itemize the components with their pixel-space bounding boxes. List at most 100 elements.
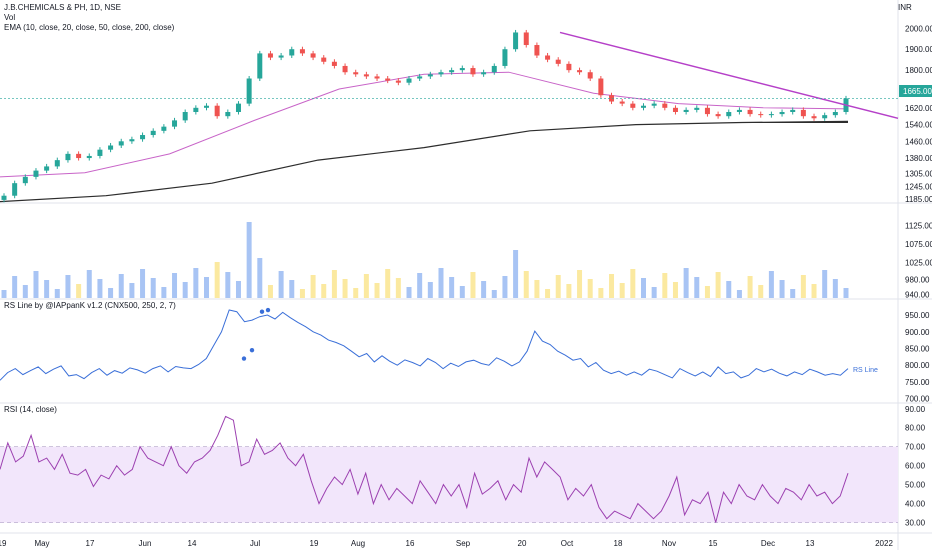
- price-y-tick: 1460.00: [905, 137, 932, 146]
- candle-body: [619, 101, 625, 104]
- x-tick-label: 17: [86, 539, 95, 548]
- volume-bar: [161, 287, 167, 298]
- x-tick-label: Nov: [662, 539, 676, 548]
- candle-body: [459, 68, 465, 71]
- candle-body: [406, 78, 412, 83]
- candle-body: [630, 103, 636, 108]
- volume-bar: [758, 285, 764, 298]
- volume-bar: [715, 272, 721, 298]
- x-tick-label: Oct: [561, 539, 574, 548]
- candle-body: [449, 70, 455, 73]
- volume-bar: [33, 271, 39, 298]
- currency-label: INR: [898, 3, 912, 12]
- candle-body: [363, 74, 369, 77]
- volume-bar: [97, 279, 103, 298]
- volume-bar: [609, 274, 615, 298]
- candle-body: [129, 139, 135, 142]
- candle-body: [118, 141, 124, 146]
- candle-body: [278, 55, 284, 58]
- volume-bar: [800, 275, 806, 298]
- price-y-tick: 1620.00: [905, 104, 932, 113]
- volume-bar: [342, 279, 348, 298]
- candle-body: [811, 116, 817, 119]
- candle-body: [513, 32, 519, 50]
- price-panel: [0, 29, 899, 203]
- candle-body: [758, 114, 764, 116]
- volume-bar: [598, 288, 604, 298]
- volume-bar: [129, 283, 135, 298]
- volume-bar: [822, 270, 828, 298]
- candle-body: [225, 112, 231, 117]
- candle-body: [65, 153, 71, 161]
- x-axis: 19 May 17 Jun 14 Jul 19 Aug 16 Sep 20 Oct 18 Nov 15 Dec…: [0, 539, 893, 548]
- x-tick-label: 18: [614, 539, 623, 548]
- volume-bar: [470, 272, 476, 298]
- candle-body: [704, 107, 710, 115]
- volume-bar: [22, 285, 28, 298]
- volume-bar: [321, 284, 327, 298]
- volume-bar: [672, 282, 678, 298]
- rs-marker: [249, 347, 255, 353]
- volume-bar: [193, 268, 199, 298]
- price-y-tick: 1245.00: [905, 182, 932, 191]
- candle-body: [161, 126, 167, 131]
- volume-bar: [577, 270, 583, 298]
- candle-body: [204, 105, 210, 108]
- price-y-tick: 2000.00: [905, 24, 932, 33]
- rsi-y-tick: 50.00: [905, 481, 926, 490]
- volume-bar: [182, 282, 188, 298]
- x-tick-label: Dec: [761, 539, 775, 548]
- rsi-y-tick: 40.00: [905, 500, 926, 509]
- candle-body: [694, 107, 700, 110]
- rsi-y-tick: 90.00: [905, 405, 926, 414]
- candle-body: [800, 109, 806, 117]
- volume-bar: [299, 289, 305, 298]
- candle-body: [86, 155, 92, 159]
- rs-y-tick: 850.00: [905, 344, 930, 353]
- x-tick-label: 20: [518, 539, 527, 548]
- volume-bar: [406, 287, 412, 298]
- volume-bar: [502, 276, 508, 298]
- volume-bar: [150, 278, 156, 298]
- volume-bar: [118, 274, 124, 298]
- candle-body: [76, 153, 82, 159]
- volume-bar: [225, 272, 231, 298]
- rs-y-tick: 800.00: [905, 361, 930, 370]
- volume-bar: [566, 284, 572, 298]
- rsi-panel: [0, 415, 898, 523]
- candle-body: [395, 80, 401, 83]
- volume-bar: [12, 276, 18, 298]
- x-tick-label: May: [34, 539, 49, 548]
- volume-bar: [726, 281, 732, 298]
- x-tick-label: 13: [806, 539, 815, 548]
- rs-label: RS Line by @IAPpanK v1.2 (CNX500, 250, 2…: [4, 301, 176, 310]
- candle-body: [1, 195, 7, 200]
- candle-body: [310, 53, 316, 58]
- symbol-title: J.B.CHEMICALS & PH, 1D, NSE: [4, 3, 121, 12]
- rsi-y-tick: 70.00: [905, 443, 926, 452]
- volume-bar: [86, 270, 92, 298]
- candle-body: [214, 105, 220, 117]
- y-axis: 2000.001900.001800.001700.001620.001540.…: [905, 24, 932, 527]
- x-tick-label: Jun: [139, 539, 152, 548]
- volume-bar: [843, 288, 849, 298]
- volume-bar: [54, 289, 60, 298]
- volume-bar: [1, 290, 7, 298]
- candle-body: [715, 114, 721, 117]
- candle-body: [374, 76, 380, 79]
- candle-body: [193, 107, 199, 112]
- rs-marker: [265, 307, 271, 313]
- volume-bar: [65, 275, 71, 298]
- candle-body: [438, 72, 444, 75]
- candle-body: [683, 109, 689, 112]
- price-y-tick: 1540.00: [905, 121, 932, 130]
- volume-bar: [545, 289, 551, 298]
- candle-body: [22, 176, 28, 184]
- candle-body: [267, 53, 273, 58]
- volume-bar: [640, 278, 646, 298]
- price-tag: 1665.00: [903, 87, 932, 96]
- candle-body: [747, 109, 753, 115]
- candle-body: [640, 105, 646, 108]
- price-y-tick: 1900.00: [905, 45, 932, 54]
